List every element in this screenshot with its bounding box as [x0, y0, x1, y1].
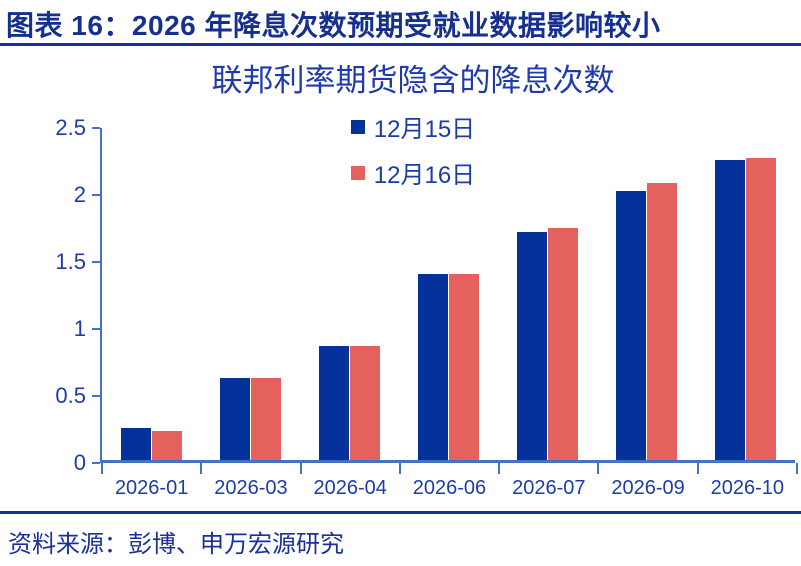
y-axis-label: 1.5	[55, 249, 86, 274]
category-group	[597, 128, 696, 460]
figure-header: 图表 16：2026 年降息次数预期受就业数据影响较小	[0, 0, 801, 46]
x-axis-label: 2026-03	[214, 477, 288, 499]
y-axis-label: 0.5	[55, 383, 86, 408]
y-axis-tick	[92, 194, 100, 196]
bars-container	[102, 128, 795, 460]
chart-title: 联邦利率期货隐含的降息次数	[211, 63, 615, 98]
bar	[548, 228, 578, 460]
bar	[220, 378, 250, 460]
bar	[121, 428, 151, 460]
y-axis-label: 2	[73, 182, 86, 207]
bar	[152, 431, 182, 460]
bar	[251, 378, 281, 460]
bar	[517, 232, 547, 460]
y-axis-tick	[92, 261, 100, 263]
x-axis-tick	[398, 463, 401, 474]
plot-area: 0 0.5 1 1.5 2 2.5 2026-01 2026-03 2026-04 2026-06…	[55, 115, 798, 499]
x-axis-label: 2026-01	[114, 477, 189, 499]
x-axis-label: 2026-06	[412, 477, 487, 499]
bar	[647, 183, 677, 460]
category-group	[399, 128, 498, 460]
category-group	[102, 128, 201, 460]
footer-rule	[0, 511, 801, 514]
bar	[418, 274, 448, 460]
y-axis-tick	[92, 395, 100, 397]
x-axis-tick	[299, 463, 302, 474]
x-axis-tick	[101, 463, 103, 474]
bar	[616, 191, 646, 460]
x-axis-label: 2026-09	[611, 477, 685, 499]
y-axis-tick	[92, 462, 100, 464]
bar	[350, 346, 380, 460]
y-axis-tick	[92, 127, 100, 129]
x-axis-tick	[696, 463, 699, 474]
x-axis-tick	[200, 463, 203, 474]
x-axis-label: 2026-07	[512, 477, 586, 499]
bar	[715, 160, 745, 460]
category-group	[201, 128, 300, 460]
x-axis-label: 2026-10	[710, 477, 785, 499]
y-axis-label: 0	[73, 450, 86, 475]
bar	[319, 346, 349, 460]
figure-title: 图表 16：2026 年降息次数预期受就业数据影响较小	[6, 10, 661, 41]
x-axis-tick	[498, 463, 501, 474]
category-group	[696, 128, 795, 460]
category-group	[300, 128, 399, 460]
x-axis-label: 2026-04	[313, 477, 387, 499]
y-axis-label: 1	[73, 316, 86, 341]
x-axis-tick	[796, 463, 798, 474]
x-axis-tick	[597, 463, 600, 474]
bar	[746, 158, 776, 460]
y-axis-tick	[92, 328, 100, 330]
y-axis-label: 2.5	[55, 115, 86, 140]
bar	[449, 274, 479, 460]
source-note: 资料来源：彭博、申万宏源研究	[8, 531, 344, 558]
category-group	[498, 128, 597, 460]
